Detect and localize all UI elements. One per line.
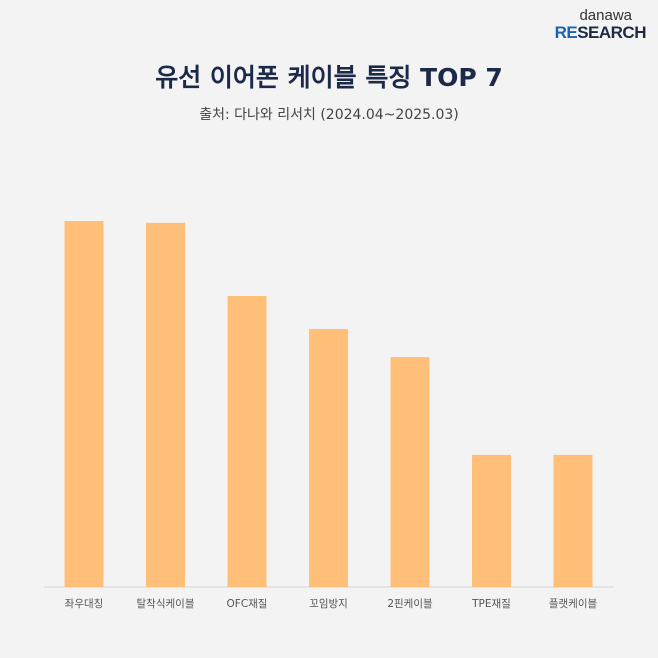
bar-6 bbox=[553, 454, 593, 587]
logo-accent: RE bbox=[554, 23, 578, 42]
logo-rest: SEARCH bbox=[577, 23, 646, 42]
x-tick-label: TPE재질 bbox=[471, 598, 511, 610]
bar-2 bbox=[227, 296, 267, 587]
x-tick-label: 꼬임방지 bbox=[309, 597, 348, 610]
bar-4 bbox=[390, 357, 430, 587]
bar-3 bbox=[309, 328, 348, 587]
x-tick-label: 좌우대칭 bbox=[65, 598, 104, 610]
bar-1 bbox=[146, 222, 185, 587]
x-tick-label: 2핀케이블 bbox=[387, 598, 433, 610]
bar-0 bbox=[64, 221, 104, 587]
logo-top-text: danawa bbox=[579, 7, 632, 24]
danawa-research-logo: danawa RESEARCH bbox=[554, 7, 647, 42]
logo-bottom-text: RESEARCH bbox=[554, 23, 647, 42]
chart-subtitle: 출처: 다나와 리서치 (2024.04~2025.03) bbox=[199, 107, 459, 123]
x-tick-label: 탈착식케이블 bbox=[137, 597, 195, 610]
bar-5 bbox=[472, 454, 511, 587]
x-tick-label: OFC재질 bbox=[227, 598, 268, 610]
x-tick-label: 플랫케이블 bbox=[549, 598, 598, 610]
chart-title: 유선 이어폰 케이블 특징 TOP 7 bbox=[155, 63, 503, 92]
